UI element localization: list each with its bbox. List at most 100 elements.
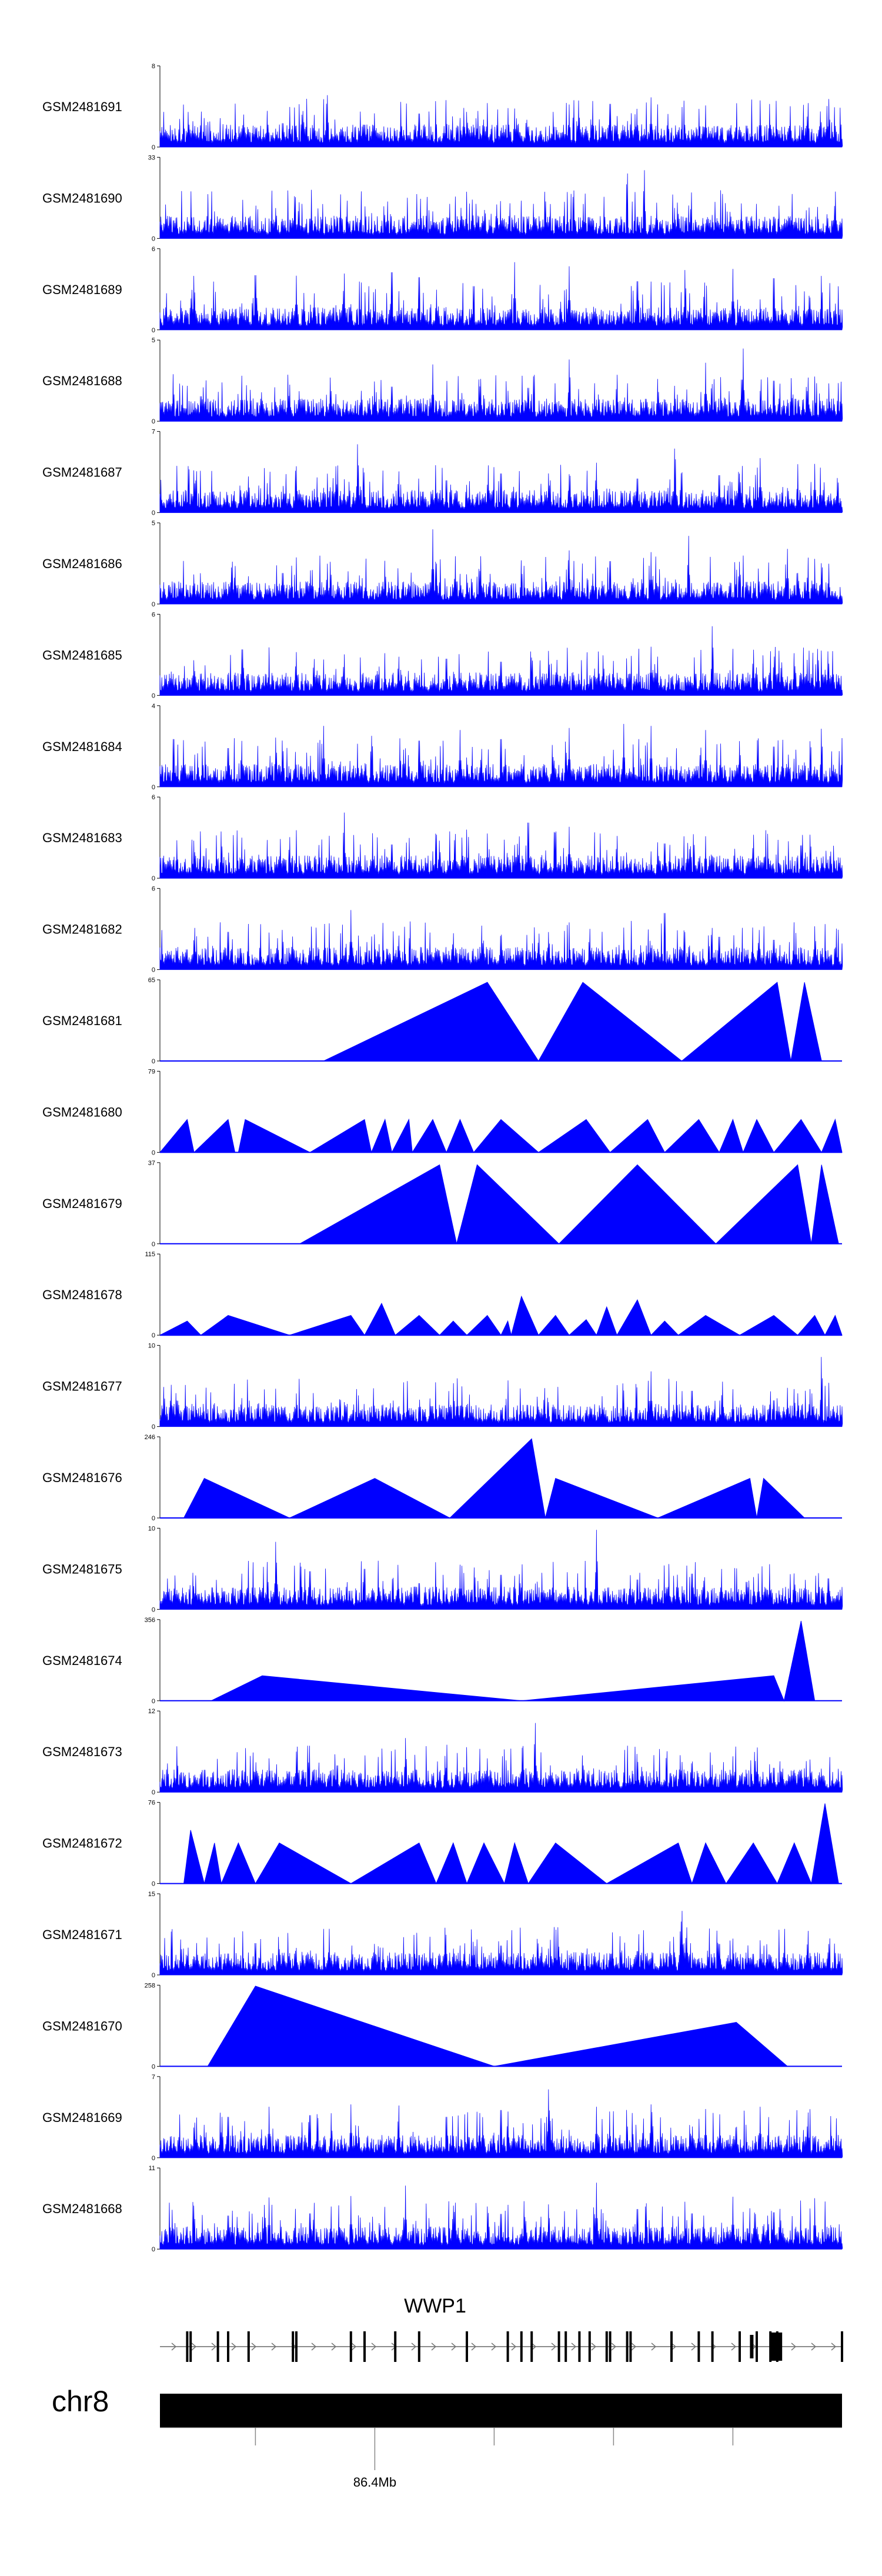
signal-area	[159, 95, 843, 148]
signal-area	[159, 262, 843, 331]
exon	[520, 2331, 523, 2362]
track-GSM2481680: GSM2481680 79 0	[42, 1068, 843, 1156]
signal-area	[159, 1530, 843, 1610]
track-GSM2481671: GSM2481671 15 0	[42, 1891, 843, 1979]
track-label: GSM2481687	[42, 465, 122, 480]
signal-area	[159, 1118, 843, 1154]
y-min-label: 0	[152, 510, 155, 517]
y-max-label: 7	[152, 2074, 155, 2081]
y-max-label: 76	[148, 1800, 155, 1807]
gene-model	[160, 2331, 843, 2362]
strand-arrow	[411, 2343, 417, 2351]
track-label: GSM2481684	[42, 739, 122, 754]
strand-arrow	[811, 2343, 817, 2351]
exon	[394, 2331, 397, 2362]
track-label: GSM2481685	[42, 648, 122, 662]
strand-arrow	[731, 2343, 737, 2351]
y-max-label: 15	[148, 1891, 155, 1898]
exon	[186, 2331, 189, 2362]
track-GSM2481670: GSM2481670 258 0	[42, 1982, 842, 2070]
track-label: GSM2481691	[42, 99, 122, 114]
signal-area	[159, 2089, 843, 2158]
strand-arrow	[231, 2343, 237, 2351]
y-min-label: 0	[152, 2063, 155, 2070]
strand-arrow	[631, 2343, 637, 2351]
strand-arrow	[171, 2343, 177, 2351]
exon	[557, 2331, 560, 2362]
strand-arrow	[331, 2343, 337, 2351]
strand-arrow	[451, 2343, 457, 2351]
strand-arrow	[311, 2343, 317, 2351]
track-label: GSM2481675	[42, 1561, 122, 1576]
y-max-label: 6	[152, 611, 155, 618]
y-min-label: 0	[152, 1424, 155, 1431]
exon	[711, 2331, 714, 2362]
exon	[697, 2331, 700, 2362]
track-GSM2481682: GSM2481682 6 0	[42, 886, 843, 974]
exon	[216, 2331, 219, 2362]
track-GSM2481686: GSM2481686 5 0	[42, 520, 843, 608]
y-min-label: 0	[152, 601, 155, 608]
strand-arrow	[571, 2343, 577, 2351]
track-label: GSM2481686	[42, 556, 122, 571]
gene-name-label: WWP1	[404, 2295, 466, 2317]
track-GSM2481679: GSM2481679 37 0	[42, 1160, 842, 1248]
y-min-label: 0	[152, 784, 155, 791]
track-label: GSM2481681	[42, 1013, 122, 1028]
y-max-label: 6	[152, 246, 155, 253]
y-max-label: 115	[145, 1251, 155, 1258]
strand-arrow	[511, 2343, 517, 2351]
y-max-label: 10	[148, 1343, 155, 1350]
strand-arrow	[351, 2343, 357, 2351]
strand-arrow	[591, 2343, 597, 2351]
track-label: GSM2481673	[42, 1744, 122, 1759]
track-label: GSM2481690	[42, 191, 122, 205]
y-min-label: 0	[152, 1698, 155, 1705]
track-GSM2481678: GSM2481678 115 0	[42, 1251, 843, 1339]
y-min-label: 0	[152, 235, 155, 242]
strand-arrow	[551, 2343, 557, 2351]
y-min-label: 0	[152, 2155, 155, 2162]
axis-tick-label: 86.4Mb	[353, 2475, 396, 2490]
track-GSM2481675: GSM2481675 10 0	[42, 1525, 843, 1613]
strand-arrow	[191, 2343, 197, 2351]
exon	[189, 2331, 192, 2362]
y-max-label: 79	[148, 1068, 155, 1075]
strand-arrow	[671, 2343, 677, 2351]
y-max-label: 6	[152, 886, 155, 893]
exon	[530, 2331, 533, 2362]
exon	[417, 2331, 420, 2362]
gene-track: WWP1	[160, 2295, 843, 2362]
y-max-label: 12	[148, 1708, 155, 1715]
exon	[292, 2331, 295, 2362]
exon	[363, 2331, 366, 2362]
track-label: GSM2481683	[42, 830, 122, 845]
track-label: GSM2481668	[42, 2201, 122, 2216]
signal-area	[160, 1164, 842, 1244]
strand-arrow	[271, 2343, 277, 2351]
chromosome-ideogram	[160, 2394, 842, 2428]
track-label: GSM2481689	[42, 282, 122, 297]
exon	[739, 2331, 741, 2362]
signal-area	[160, 1803, 842, 1885]
signal-area	[160, 1620, 842, 1702]
signal-area	[159, 529, 843, 605]
exon	[295, 2331, 298, 2362]
y-max-label: 4	[152, 703, 155, 710]
y-min-label: 0	[152, 144, 155, 151]
signal-area	[160, 1986, 842, 2067]
signal-area	[159, 348, 843, 422]
track-GSM2481688: GSM2481688 5 0	[42, 337, 843, 425]
exon	[466, 2331, 468, 2362]
y-max-label: 10	[148, 1525, 155, 1532]
y-max-label: 37	[148, 1160, 155, 1167]
y-max-label: 6	[152, 794, 155, 801]
signal-tracks: GSM248169180GSM2481690330GSM248168960GSM…	[42, 63, 843, 2253]
strand-arrow	[611, 2343, 617, 2351]
track-GSM2481677: GSM2481677 10 0	[42, 1343, 843, 1431]
y-max-label: 33	[148, 154, 155, 161]
signal-area	[160, 1438, 842, 1519]
y-min-label: 0	[152, 967, 155, 974]
strand-arrow	[531, 2343, 537, 2351]
signal-area	[159, 910, 843, 970]
